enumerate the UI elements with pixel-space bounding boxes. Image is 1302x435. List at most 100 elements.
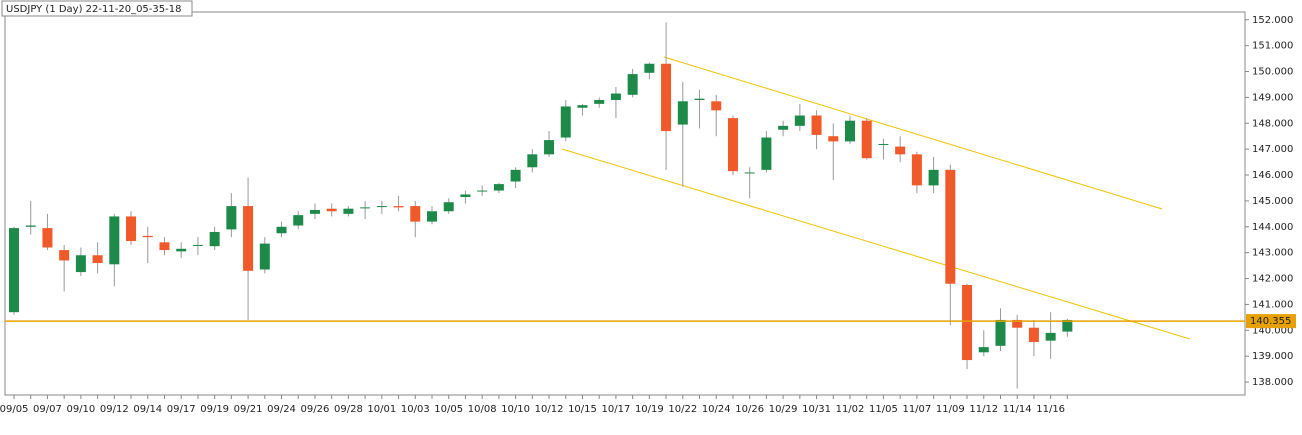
- x-tick-label: 09/14: [133, 404, 162, 415]
- candle-body: [577, 105, 588, 108]
- x-tick-label: 10/29: [769, 404, 798, 415]
- candle-body: [376, 206, 387, 208]
- candle-body: [694, 98, 705, 100]
- y-tick-label: 148.000: [1252, 118, 1293, 129]
- candle-body: [460, 194, 471, 198]
- y-tick-label: 139.000: [1252, 351, 1293, 362]
- candle-body: [326, 208, 337, 212]
- y-tick-label: 149.000: [1252, 92, 1293, 103]
- candle-body: [1062, 319, 1073, 332]
- x-tick-label: 11/02: [836, 404, 865, 415]
- candle-body: [778, 125, 789, 130]
- candle-body: [978, 347, 989, 353]
- x-tick-label: 09/24: [267, 404, 296, 415]
- candle-body: [1045, 332, 1056, 341]
- x-tick-label: 09/07: [33, 404, 62, 415]
- x-tick-label: 10/22: [668, 404, 697, 415]
- x-tick-label: 10/01: [367, 404, 396, 415]
- y-tick-label: 142.000: [1252, 274, 1293, 285]
- candle-body: [610, 93, 621, 100]
- x-tick-label: 09/10: [66, 404, 95, 415]
- x-tick-label: 11/07: [902, 404, 931, 415]
- x-tick-label: 10/05: [434, 404, 463, 415]
- y-tick-label: 140.000: [1252, 325, 1293, 336]
- candle-body: [527, 154, 538, 168]
- candle-body: [393, 206, 404, 208]
- candle-body: [226, 206, 237, 230]
- candle-body: [761, 137, 772, 170]
- candle-body: [126, 216, 137, 242]
- plot-frame: [4, 11, 1246, 396]
- candle-body: [410, 206, 421, 222]
- candle-body: [209, 231, 220, 247]
- candle-body: [895, 146, 906, 155]
- candle-body: [1012, 319, 1023, 328]
- candle-body: [343, 208, 354, 214]
- x-tick-label: 10/31: [802, 404, 831, 415]
- y-tick-label: 152.000: [1252, 15, 1293, 26]
- x-tick-label: 11/05: [869, 404, 898, 415]
- x-tick-label: 11/14: [1003, 404, 1032, 415]
- candle-body: [594, 99, 605, 104]
- candle-body: [243, 206, 254, 271]
- candle-body: [711, 101, 722, 111]
- candle-body: [928, 169, 939, 186]
- candle-body: [1028, 327, 1039, 342]
- candle-body: [427, 211, 437, 222]
- candle-body: [75, 255, 86, 273]
- x-tick-label: 10/12: [535, 404, 564, 415]
- candle-body: [477, 190, 488, 192]
- last-price-label: 140.355: [1250, 316, 1291, 327]
- candle-body: [744, 172, 755, 174]
- candle-body: [644, 63, 655, 73]
- candle-body: [995, 319, 1006, 346]
- chart-title: USDJPY (1 Day) 22-11-20_05-35-18: [6, 4, 181, 15]
- x-tick-label: 11/16: [1036, 404, 1065, 415]
- candle-body: [9, 228, 19, 313]
- y-tick-label: 138.000: [1252, 377, 1293, 388]
- candle-body: [360, 207, 371, 209]
- x-tick-label: 10/24: [702, 404, 731, 415]
- candle-body: [142, 235, 153, 238]
- candle-body: [911, 154, 922, 186]
- x-tick-label: 09/19: [200, 404, 229, 415]
- candle-body: [962, 285, 973, 361]
- y-tick-label: 143.000: [1252, 248, 1293, 259]
- candle-body: [159, 242, 170, 251]
- y-tick-label: 144.000: [1252, 222, 1293, 233]
- x-tick-label: 09/12: [100, 404, 129, 415]
- candle-body: [42, 228, 53, 248]
- y-tick-label: 151.000: [1252, 41, 1293, 52]
- candle-body: [794, 115, 805, 126]
- candle-body: [109, 216, 120, 265]
- x-tick-label: 10/26: [735, 404, 764, 415]
- candle-body: [661, 63, 672, 132]
- x-tick-label: 10/17: [602, 404, 631, 415]
- candle-body: [92, 255, 103, 264]
- x-tick-label: 10/08: [468, 404, 497, 415]
- x-tick-label: 09/26: [301, 404, 330, 415]
- x-tick-label: 09/28: [334, 404, 363, 415]
- candle-body: [727, 118, 738, 172]
- x-tick-label: 09/05: [0, 404, 28, 415]
- candle-body: [293, 215, 304, 226]
- x-tick-label: 10/15: [568, 404, 597, 415]
- trend-line: [561, 148, 1191, 340]
- title-box: [1, 0, 193, 17]
- candle-body: [259, 243, 270, 270]
- candle-body: [493, 184, 504, 191]
- candle-body: [677, 101, 688, 125]
- trend-line: [663, 56, 1163, 210]
- candle-body: [443, 202, 454, 212]
- candle-body: [878, 143, 889, 145]
- candle-body: [25, 225, 36, 227]
- candle-body: [510, 169, 521, 182]
- candle-body: [845, 120, 855, 142]
- y-tick-label: 145.000: [1252, 196, 1293, 207]
- candle-body: [192, 244, 203, 246]
- candle-body: [945, 169, 956, 284]
- candle-body: [276, 226, 287, 234]
- candle-body: [560, 106, 571, 138]
